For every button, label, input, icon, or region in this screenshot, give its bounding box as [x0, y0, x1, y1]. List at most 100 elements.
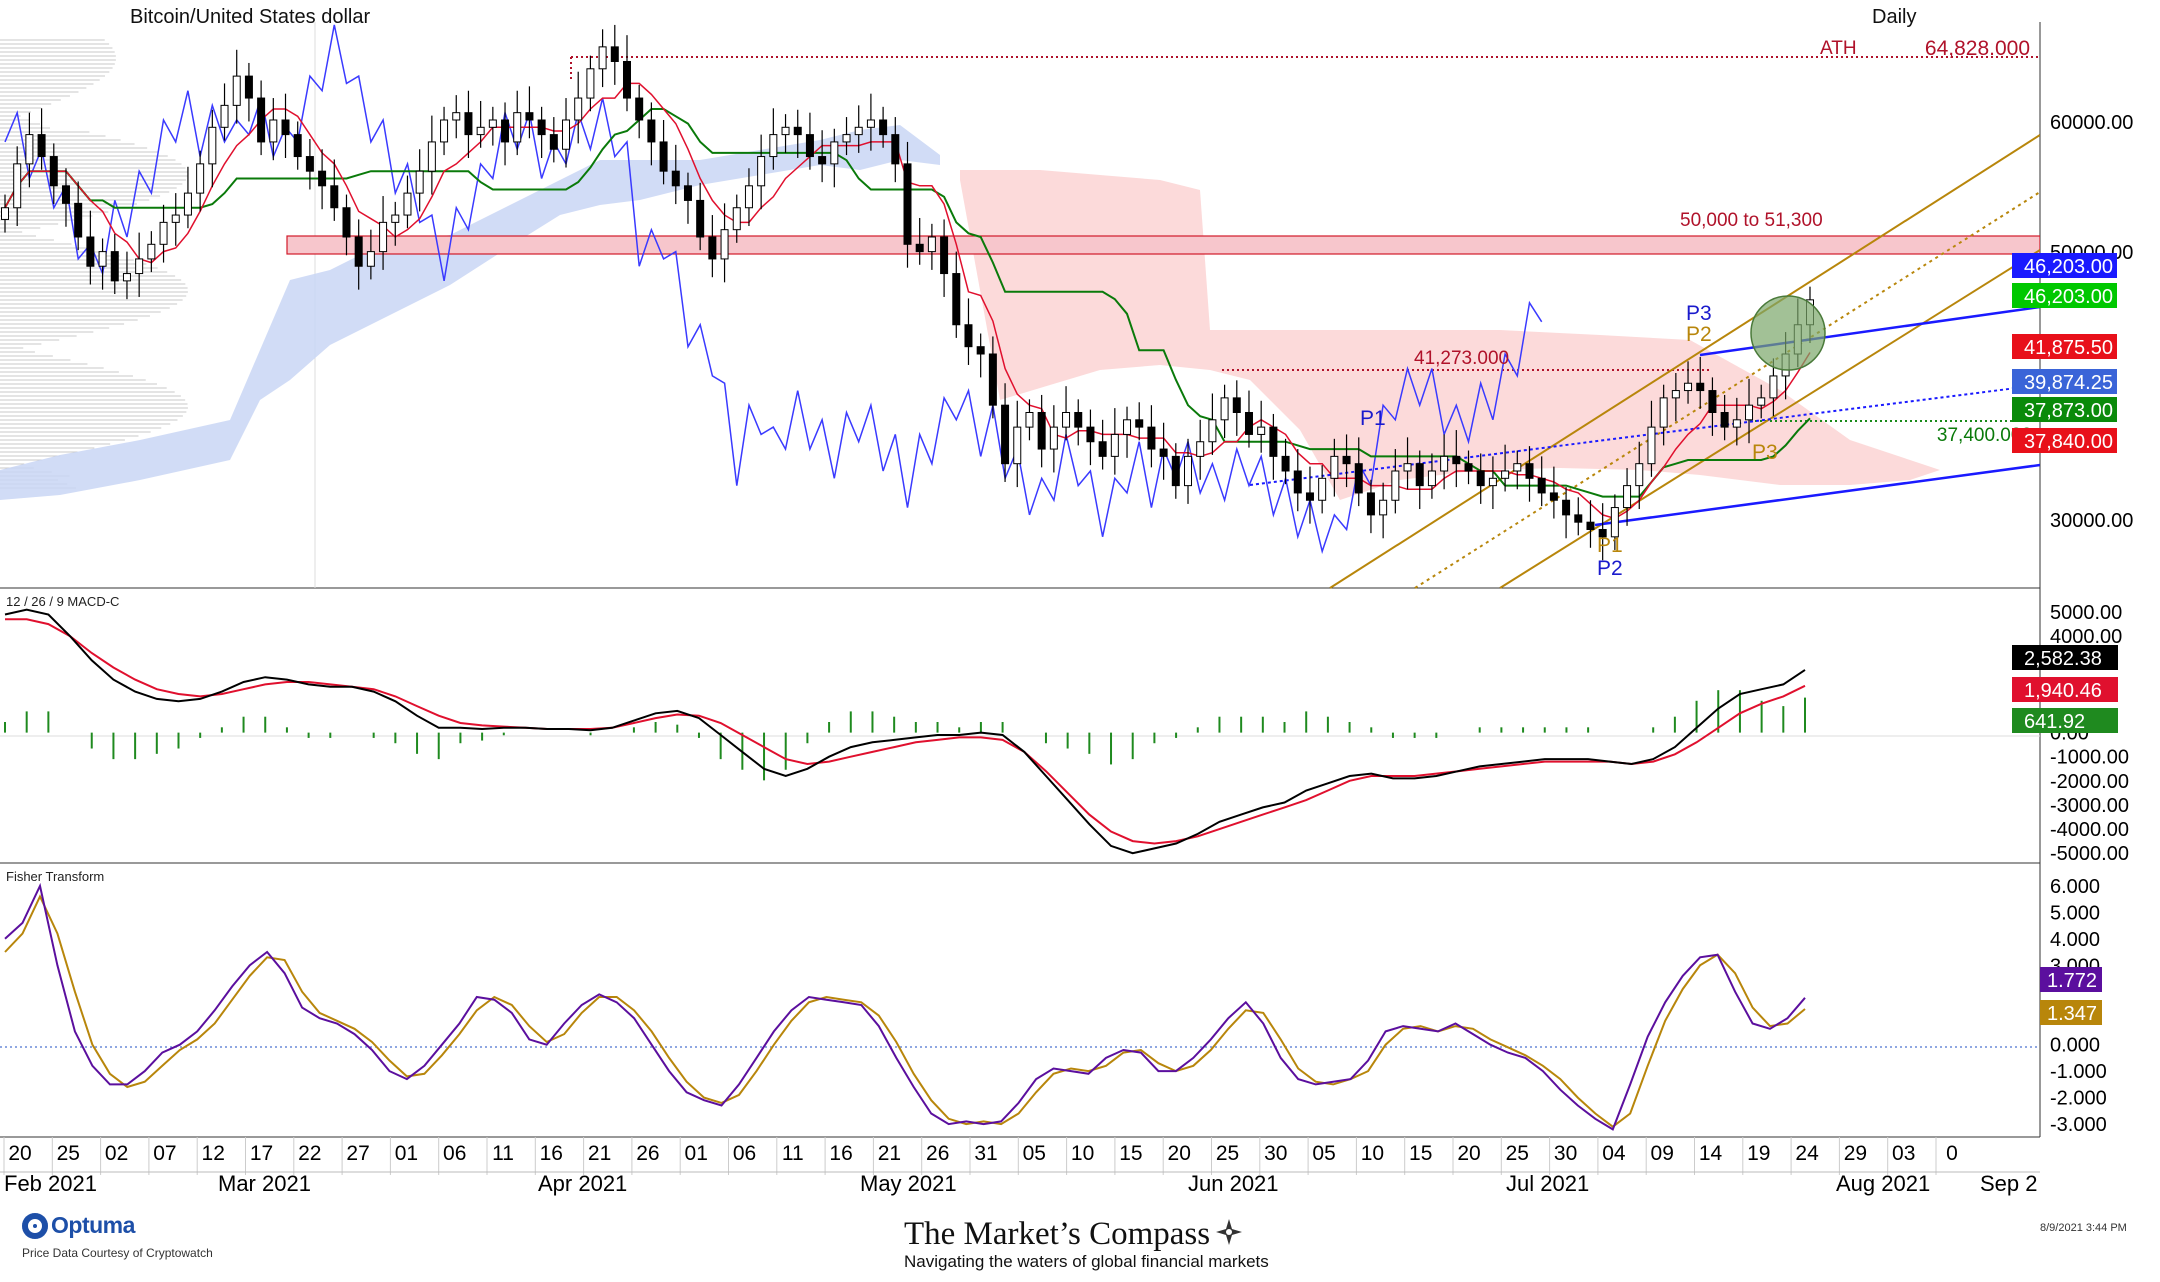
candle-body — [159, 221, 168, 245]
candle-body — [208, 126, 217, 165]
candle-body — [1098, 441, 1107, 457]
date-tick: 21 — [878, 1142, 901, 1165]
candle-body — [757, 156, 766, 187]
candle-body — [854, 126, 863, 136]
candle-body — [915, 243, 924, 253]
candle-body — [525, 112, 534, 121]
candle-body — [708, 236, 717, 260]
candle-body — [1696, 382, 1705, 392]
date-tick: 20 — [1457, 1142, 1480, 1165]
candle-body — [196, 163, 205, 194]
candle-body — [1159, 448, 1168, 457]
candle-body — [1452, 455, 1461, 465]
date-tick: 26 — [636, 1142, 659, 1165]
date-tick: 15 — [1409, 1142, 1432, 1165]
candle-body — [1586, 521, 1595, 530]
candle-body — [1123, 419, 1132, 435]
candle-body — [830, 141, 839, 165]
candle-body — [403, 192, 412, 216]
candle-body — [610, 46, 619, 62]
candle-body — [379, 221, 388, 253]
fisher-last-value-text: 1.772 — [2047, 970, 2097, 992]
candle-body — [696, 199, 705, 238]
date-tick: 0 — [1946, 1142, 1958, 1165]
fisher-last-value: 1.347 — [2040, 1000, 2102, 1025]
candle-body — [1391, 470, 1400, 501]
candle-body — [49, 156, 58, 187]
candle-body — [1208, 419, 1217, 443]
macd-axis-tick: -4000.00 — [2050, 819, 2129, 841]
date-tick: 30 — [1554, 1142, 1577, 1165]
candle-body — [1610, 507, 1619, 538]
price-last-value-text: 37,873.00 — [2024, 400, 2113, 422]
compass-rose-icon — [1216, 1219, 1243, 1250]
date-tick: 11 — [492, 1142, 514, 1165]
month-label: Apr 2021 — [538, 1171, 627, 1196]
candle-body — [1074, 411, 1083, 428]
candle-body — [1354, 463, 1363, 494]
candle-body — [1001, 404, 1010, 465]
candle-body — [1659, 397, 1668, 428]
month-label: Sep 2 — [1980, 1171, 2038, 1196]
candle-body — [952, 273, 961, 326]
candle-body — [476, 126, 485, 136]
p3-gold-label: P3 — [1752, 441, 1778, 464]
candle-body — [1513, 463, 1522, 472]
candle-body — [1318, 477, 1327, 501]
candle-body — [257, 97, 266, 143]
candle-body — [1049, 426, 1058, 450]
candle-body — [1086, 426, 1095, 443]
volume-profile — [0, 39, 188, 489]
candle-body — [415, 170, 424, 194]
p1-blue-label: P1 — [1360, 407, 1386, 430]
fisher-axis-tick: -1.000 — [2050, 1061, 2107, 1083]
candle-body — [1305, 492, 1314, 501]
price-last-value: 46,203.00 — [2012, 283, 2117, 308]
candle-body — [1013, 426, 1022, 465]
candle-body — [37, 134, 46, 158]
fisher-axis-tick: 6.000 — [2050, 876, 2100, 898]
date-tick: 26 — [926, 1142, 949, 1165]
candle-body — [281, 119, 290, 136]
optuma-logo-icon — [22, 1212, 48, 1239]
candle-body — [1244, 411, 1253, 435]
candle-body — [318, 170, 327, 187]
candle-body — [1, 207, 9, 220]
candle-body — [598, 46, 607, 70]
candle-body — [1330, 455, 1339, 479]
candle-body — [1269, 426, 1278, 457]
candle-body — [220, 104, 229, 128]
date-tick: 25 — [1216, 1142, 1239, 1165]
date-tick: 30 — [1264, 1142, 1287, 1165]
candle-body — [183, 192, 192, 216]
macd-line — [4, 608, 1806, 855]
date-tick: 10 — [1071, 1142, 1094, 1165]
date-tick: 15 — [1119, 1142, 1142, 1165]
fisher-panel — [0, 882, 2040, 1131]
candle-body — [1537, 477, 1546, 494]
fisher-trigger-line — [4, 894, 1806, 1128]
candle-body — [562, 119, 571, 150]
candle-body — [452, 112, 461, 121]
candle-body — [1708, 390, 1717, 413]
ath-value: 64,828.000 — [1925, 37, 2030, 60]
candle-body — [1732, 419, 1741, 428]
date-tick: 20 — [1168, 1142, 1191, 1165]
candle-body — [818, 156, 827, 165]
date-tick: 06 — [443, 1142, 466, 1165]
month-label: May 2021 — [860, 1171, 957, 1196]
candle-body — [98, 251, 107, 267]
macd-signal-line — [5, 618, 1806, 845]
candle-body — [1257, 426, 1266, 435]
macd-axis: 5000.004000.000.00-1000.00-2000.00-3000.… — [2050, 602, 2129, 865]
date-tick: 11 — [782, 1142, 804, 1165]
ichimoku-cloud-blue — [0, 125, 940, 500]
price-last-value-text: 46,203.00 — [2024, 256, 2113, 278]
p3-blue-label: P3 — [1686, 302, 1712, 325]
candle-body — [1281, 455, 1290, 472]
date-tick: 01 — [685, 1142, 708, 1165]
candle-body — [86, 236, 95, 267]
candle-body — [622, 60, 631, 99]
date-tick: 05 — [1312, 1142, 1335, 1165]
date-tick: 03 — [1892, 1142, 1915, 1165]
